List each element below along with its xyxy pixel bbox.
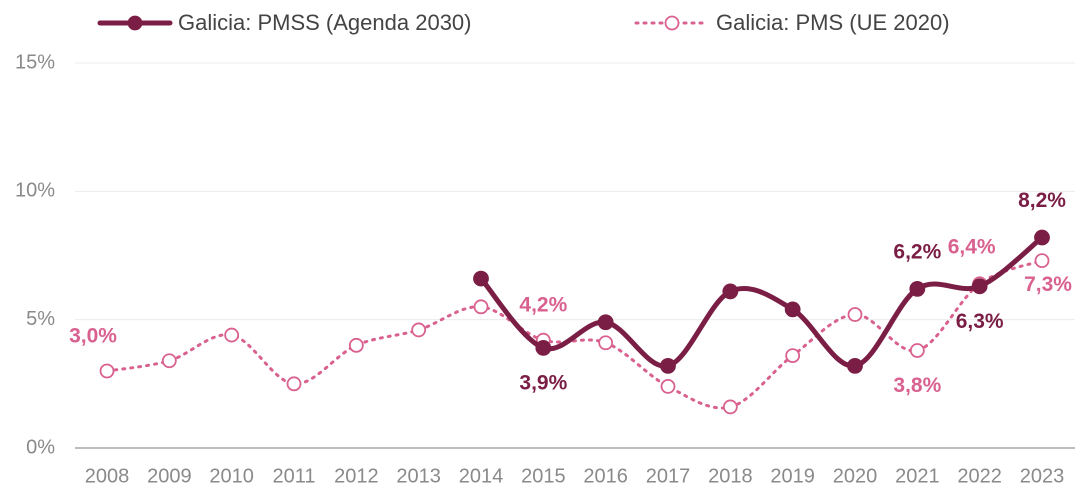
data-point (473, 270, 489, 287)
data-point (1034, 253, 1050, 269)
x-tick-label: 2017 (646, 465, 691, 487)
series-line (105, 259, 1044, 410)
legend-marker (664, 15, 680, 31)
y-tick-label: 0% (26, 436, 55, 458)
data-point (99, 363, 115, 379)
data-label: 6,2% (893, 240, 941, 263)
x-tick-label: 2014 (459, 465, 504, 487)
y-tick-label: 15% (15, 51, 55, 73)
legend-label: Galicia: PMS (UE 2020) (716, 10, 950, 35)
y-tick-label: 10% (15, 180, 55, 202)
data-label: 6,4% (948, 235, 996, 258)
x-tick-label: 2019 (770, 465, 815, 487)
data-point (785, 348, 801, 364)
data-point (847, 357, 863, 374)
x-tick-label: 2015 (521, 465, 566, 487)
data-point (473, 299, 489, 315)
data-point (597, 314, 614, 331)
data-label: 3,8% (893, 374, 941, 397)
x-tick-label: 2011 (272, 465, 315, 487)
data-point (660, 357, 676, 374)
data-point (847, 307, 863, 322)
x-tick-label: 2016 (583, 465, 628, 487)
data-label: 8,2% (1018, 189, 1066, 212)
data-point (598, 335, 614, 351)
x-tick-label: 2010 (209, 465, 254, 487)
data-point (535, 339, 552, 356)
x-tick-label: 2023 (1020, 465, 1065, 487)
data-point (909, 343, 925, 358)
data-point (161, 353, 177, 369)
series-line (478, 235, 1045, 369)
x-tick-label: 2009 (147, 465, 192, 487)
data-point (348, 337, 364, 353)
data-label: 3,9% (519, 371, 567, 394)
data-point (411, 322, 427, 338)
data-point (286, 376, 302, 392)
y-tick-label: 5% (26, 308, 55, 330)
x-tick-label: 2008 (85, 465, 130, 487)
x-tick-label: 2021 (895, 465, 940, 487)
data-point (722, 399, 738, 415)
legend-marker (127, 15, 143, 31)
data-point (722, 283, 739, 300)
data-label: 6,3% (956, 310, 1004, 333)
data-label: 7,3% (1024, 273, 1072, 296)
data-label: 4,2% (519, 294, 567, 317)
data-point (971, 278, 988, 295)
x-tick-label: 2018 (708, 465, 753, 487)
x-tick-label: 2012 (334, 465, 379, 487)
x-tick-label: 2013 (396, 465, 441, 487)
legend-label: Galicia: PMSS (Agenda 2030) (178, 10, 472, 35)
data-point (909, 280, 926, 297)
data-point (784, 301, 801, 318)
data-point (1034, 229, 1050, 246)
data-point (224, 327, 240, 343)
data-label: 3,0% (69, 325, 117, 348)
x-tick-label: 2020 (833, 465, 878, 487)
x-tick-label: 2022 (957, 465, 1002, 487)
data-point (660, 378, 676, 394)
